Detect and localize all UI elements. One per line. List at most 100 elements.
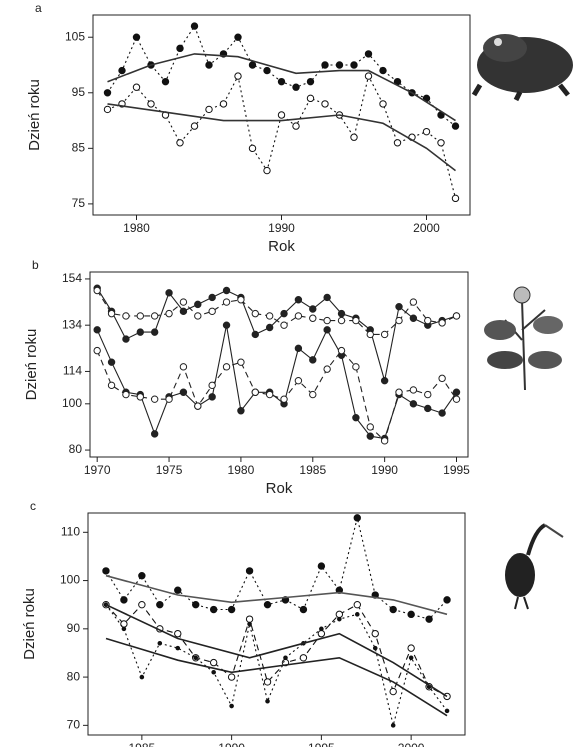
- data-point: [366, 423, 374, 431]
- data-point: [321, 100, 329, 108]
- data-point: [364, 50, 373, 58]
- x-tick-label: 1980: [228, 463, 255, 477]
- data-point: [150, 312, 159, 320]
- y-tick-label: 154: [62, 271, 82, 285]
- data-point: [317, 562, 326, 570]
- data-point: [352, 413, 360, 422]
- x-tick-label: 1995: [443, 463, 470, 477]
- data-point: [395, 388, 403, 396]
- data-point: [422, 127, 431, 136]
- series-line: [96, 290, 457, 335]
- data-point: [132, 33, 141, 41]
- data-point: [263, 66, 271, 75]
- series-line: [107, 103, 456, 172]
- y-tick-label: 100: [60, 573, 80, 587]
- data-point: [247, 621, 252, 627]
- data-point: [208, 381, 216, 390]
- data-point: [245, 567, 254, 575]
- data-point: [393, 139, 402, 147]
- data-point: [380, 376, 389, 385]
- data-point: [265, 390, 274, 399]
- data-point: [205, 61, 213, 69]
- data-point: [237, 358, 245, 366]
- data-point: [165, 395, 173, 403]
- data-point: [222, 321, 231, 329]
- data-point: [176, 44, 184, 53]
- data-point: [174, 629, 182, 638]
- data-point: [337, 316, 346, 325]
- data-point: [138, 600, 146, 609]
- data-point: [190, 22, 199, 30]
- data-point: [294, 376, 303, 385]
- x-tick-label: 1990: [218, 741, 245, 747]
- data-point: [245, 615, 254, 623]
- data-point: [292, 83, 300, 91]
- data-point: [395, 302, 403, 311]
- data-point: [122, 312, 130, 320]
- data-point: [179, 363, 188, 371]
- data-point: [136, 312, 145, 320]
- data-point: [138, 572, 146, 580]
- data-point: [352, 363, 360, 371]
- data-point: [107, 381, 116, 390]
- data-point: [222, 363, 231, 371]
- series-line: [105, 574, 448, 616]
- data-point: [263, 600, 272, 609]
- data-point: [350, 133, 358, 141]
- data-point: [409, 400, 418, 408]
- data-point: [452, 312, 461, 320]
- data-point: [294, 344, 303, 353]
- data-point: [395, 316, 403, 325]
- series-line: [96, 287, 457, 381]
- data-point: [194, 402, 202, 410]
- data-point: [452, 388, 461, 396]
- data-point: [93, 346, 101, 355]
- data-point: [352, 316, 360, 325]
- data-point: [121, 626, 127, 632]
- data-point: [379, 100, 387, 108]
- data-point: [409, 314, 418, 322]
- data-point: [364, 72, 373, 80]
- series-line: [105, 604, 448, 726]
- data-point: [156, 600, 164, 609]
- data-point: [309, 356, 317, 364]
- data-point: [380, 330, 389, 339]
- data-point: [321, 61, 329, 69]
- data-point: [366, 330, 374, 339]
- x-tick-label: 1990: [268, 221, 295, 235]
- data-point: [208, 307, 216, 316]
- data-point: [372, 645, 378, 651]
- data-point: [443, 596, 451, 604]
- data-point: [222, 298, 231, 306]
- data-point: [438, 319, 446, 327]
- data-point: [157, 641, 163, 646]
- toad-illustration: [471, 34, 573, 102]
- data-point: [251, 309, 259, 318]
- data-point: [161, 77, 170, 86]
- data-point: [265, 312, 274, 320]
- data-point: [354, 612, 360, 617]
- data-point: [337, 309, 346, 318]
- x-tick-label: 1990: [371, 463, 398, 477]
- data-point: [380, 437, 389, 445]
- data-point: [306, 77, 315, 86]
- data-point: [335, 610, 344, 619]
- data-point: [424, 404, 432, 413]
- x-tick-label: 2000: [413, 221, 440, 235]
- data-point: [122, 390, 130, 399]
- plant-illustration: [484, 286, 563, 391]
- x-axis-label: Rok: [268, 238, 295, 255]
- y-tick-label: 85: [72, 141, 86, 155]
- data-point: [294, 312, 303, 320]
- data-point: [227, 605, 236, 614]
- data-point: [283, 655, 288, 661]
- data-point: [107, 358, 116, 366]
- data-point: [299, 654, 308, 662]
- y-axis-label: Dzień roku: [26, 79, 43, 151]
- data-point: [452, 395, 461, 403]
- data-point: [237, 296, 245, 304]
- data-point: [229, 703, 234, 709]
- data-point: [451, 122, 460, 130]
- data-point: [208, 293, 216, 302]
